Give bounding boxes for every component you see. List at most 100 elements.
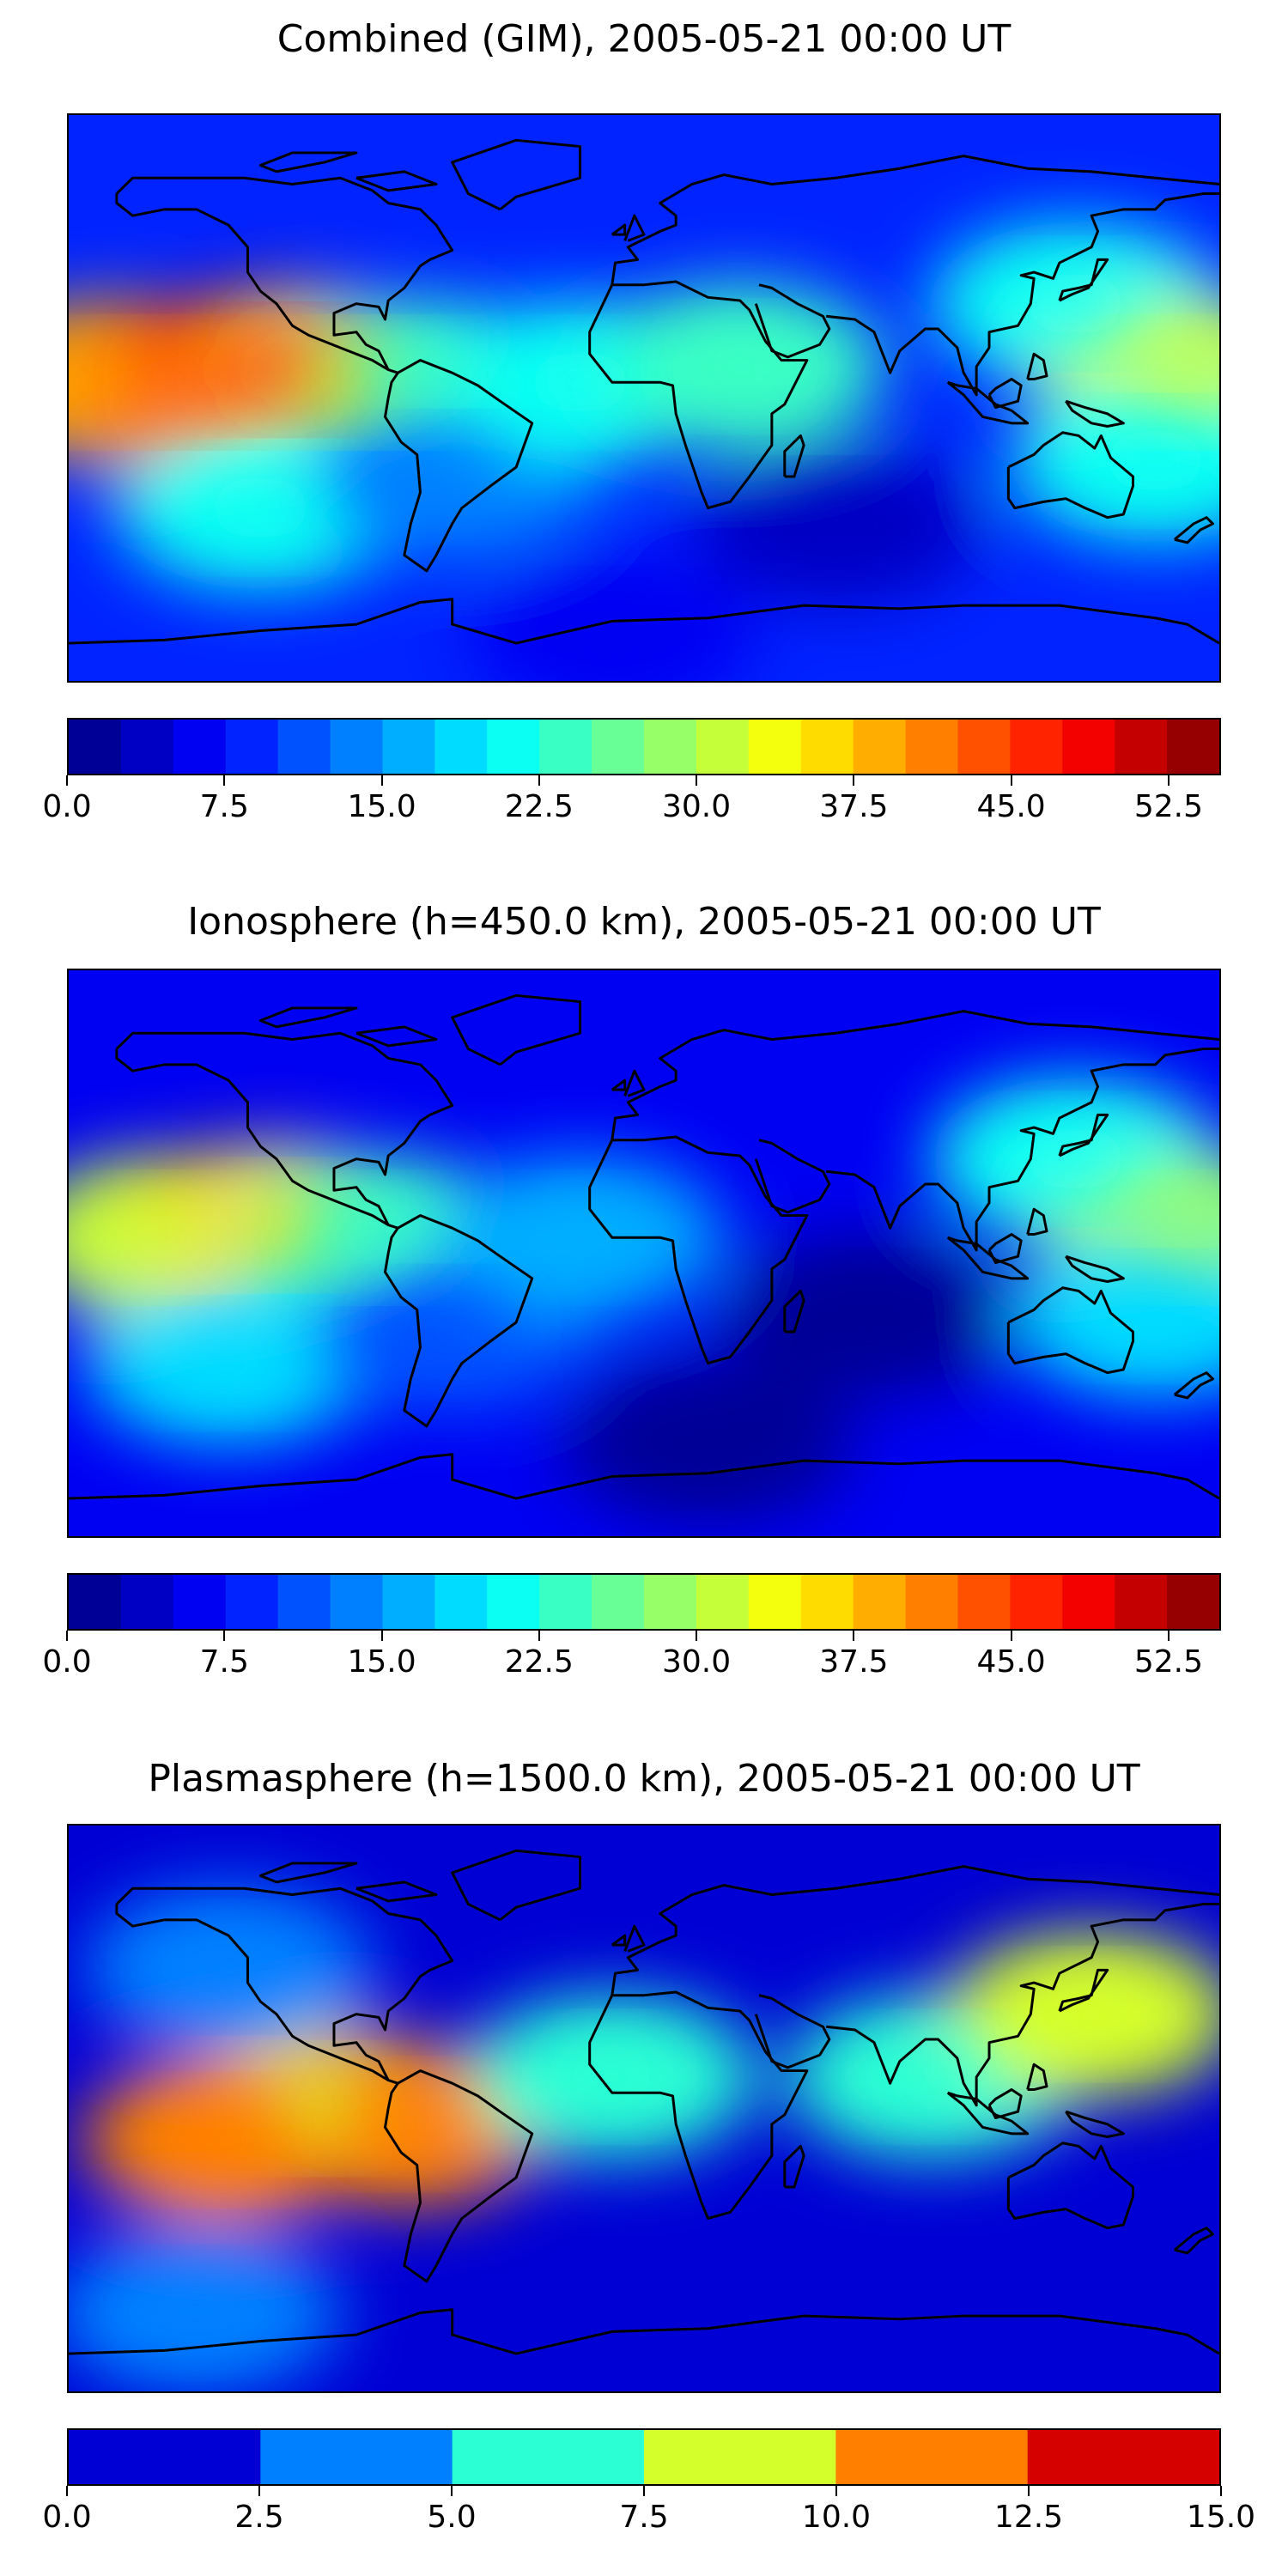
coastline-6 <box>826 192 1219 397</box>
coastline-6 <box>826 1048 1219 1252</box>
colorbar-segment-1 <box>120 1575 174 1629</box>
colorbar-segment-16 <box>905 720 959 774</box>
coastline-9 <box>946 1236 1030 1280</box>
colorbar-tick-label: 2.5 <box>234 2500 284 2535</box>
heatmap-core-5 <box>1031 1979 1151 2049</box>
heatmap-core-1 <box>216 1190 337 1260</box>
coastlines <box>69 1849 1219 2355</box>
colorbar-tick-label: 30.0 <box>662 1644 732 1680</box>
coastline-19 <box>258 1006 358 1029</box>
heatmap-core-7 <box>1127 1203 1219 1272</box>
coastline-4 <box>588 280 809 510</box>
coastline-6 <box>826 1903 1219 2107</box>
colorbar-segment-11 <box>644 1575 697 1629</box>
colorbar-tick-mark <box>1028 2486 1030 2496</box>
coastline-16 <box>623 214 646 242</box>
coastline-3 <box>611 1010 1219 1140</box>
coastline-17 <box>611 1934 627 1947</box>
colorbar-segment-14 <box>800 720 854 774</box>
colorbar-tick-mark <box>258 2486 260 2496</box>
heatmap-core-3 <box>551 2043 672 2111</box>
colorbar-tick-label: 52.5 <box>1133 789 1203 824</box>
coastline-15 <box>69 1453 1219 1500</box>
colorbar-tick-label: 7.5 <box>199 1644 249 1680</box>
heatmap-core-9 <box>807 1281 928 1351</box>
colorbar-tick-label: 15.0 <box>347 789 416 824</box>
coastline-4 <box>588 1990 809 2221</box>
heatmap-core-5 <box>200 473 321 543</box>
colorbar-segment-8 <box>487 720 540 774</box>
colorbar-tick-label: 0.0 <box>42 789 92 824</box>
coastline-14 <box>783 1289 805 1334</box>
colorbar-segment-12 <box>696 1575 750 1629</box>
map-combined <box>67 113 1221 683</box>
colorbar-tick-mark <box>1220 2486 1222 2496</box>
colorbar-segment-5 <box>330 720 384 774</box>
coastline-19 <box>258 1862 358 1884</box>
coastline-15 <box>69 598 1219 645</box>
coastline-3 <box>611 155 1219 285</box>
coastline-0 <box>115 1886 534 2283</box>
colorbar-segment-19 <box>1062 720 1115 774</box>
colorbar-ticks-plasmasphere: 0.0 2.5 5.0 7.5 10.0 12.5 15.0 <box>42 2486 1255 2537</box>
heatmap-core-2 <box>344 2090 465 2159</box>
coastlines <box>69 138 1219 645</box>
colorbar-segment-19 <box>1062 1575 1115 1629</box>
colorbar-tick-label: 22.5 <box>504 1644 574 1680</box>
heatmap-core-4 <box>392 1297 513 1366</box>
colorbar-tick-mark <box>1167 1631 1170 1641</box>
colorbar-tick-mark <box>538 775 540 786</box>
heatmap-core-9 <box>1015 269 1136 338</box>
coastline-11 <box>1065 399 1125 428</box>
colorbar-tick-mark <box>223 1631 226 1641</box>
colorbar-tick-mark <box>380 775 383 786</box>
coastline-2 <box>451 138 582 211</box>
colorbar-ticks-combined: 0.0 7.5 15.0 22.5 30.0 37.5 45.0 52.5 <box>42 775 1221 827</box>
colorbar-segment-6 <box>382 720 435 774</box>
coastline-7 <box>1058 1113 1109 1157</box>
colorbar-tick-mark <box>380 1631 383 1641</box>
coastline-4 <box>588 1135 809 1365</box>
heatmap-core-12 <box>775 489 896 558</box>
colorbar-segment-13 <box>748 720 802 774</box>
colorbar-tick-mark <box>835 2486 837 2496</box>
coastline-18 <box>355 1880 438 1903</box>
coastline-16 <box>623 1069 646 1097</box>
heatmap-core-0 <box>69 348 177 416</box>
coastline-2 <box>451 1849 582 1922</box>
colorbar-segment-2 <box>452 2430 645 2484</box>
coastline-14 <box>783 434 805 478</box>
coastline-10 <box>987 2088 1023 2120</box>
colorbar-tick-mark <box>66 775 68 786</box>
colorbar-combined <box>67 718 1221 775</box>
colorbar-segment-3 <box>225 720 279 774</box>
colorbar-segment-12 <box>696 720 750 774</box>
heatmap-core-0 <box>104 1203 225 1272</box>
colorbar-segment-4 <box>277 720 331 774</box>
coastline-5 <box>754 1994 831 2069</box>
coastline-12 <box>1026 2063 1048 2092</box>
coastlines <box>69 993 1219 1500</box>
colorbar-segment-20 <box>1115 1575 1168 1629</box>
coastline-10 <box>987 378 1023 410</box>
map-plasmasphere <box>67 1824 1221 2393</box>
colorbar-tick-label: 15.0 <box>347 1644 416 1680</box>
colorbar-tick-label: 7.5 <box>619 2500 669 2535</box>
colorbar-segment-3 <box>644 2430 836 2484</box>
coastline-7 <box>1058 258 1109 302</box>
map-ionosphere <box>67 969 1221 1538</box>
colorbar-segment-18 <box>1010 720 1063 774</box>
coastline-17 <box>611 223 627 236</box>
colorbar-segment-7 <box>434 720 488 774</box>
colorbar-segment-20 <box>1115 720 1168 774</box>
colorbar-tick-mark <box>451 2486 453 2496</box>
heatmap-core-3 <box>168 1328 289 1398</box>
coastline-15 <box>69 2308 1219 2355</box>
colorbar-ticks-ionosphere: 0.0 7.5 15.0 22.5 30.0 37.5 45.0 52.5 <box>42 1631 1221 1682</box>
colorbar-tick-label: 30.0 <box>662 789 732 824</box>
colorbar-segment-17 <box>957 720 1011 774</box>
coastline-3 <box>611 1865 1219 1996</box>
colorbar-tick-label: 10.0 <box>801 2500 872 2535</box>
colorbar-plasmasphere <box>67 2428 1221 2486</box>
colorbar-segment-7 <box>434 1575 488 1629</box>
